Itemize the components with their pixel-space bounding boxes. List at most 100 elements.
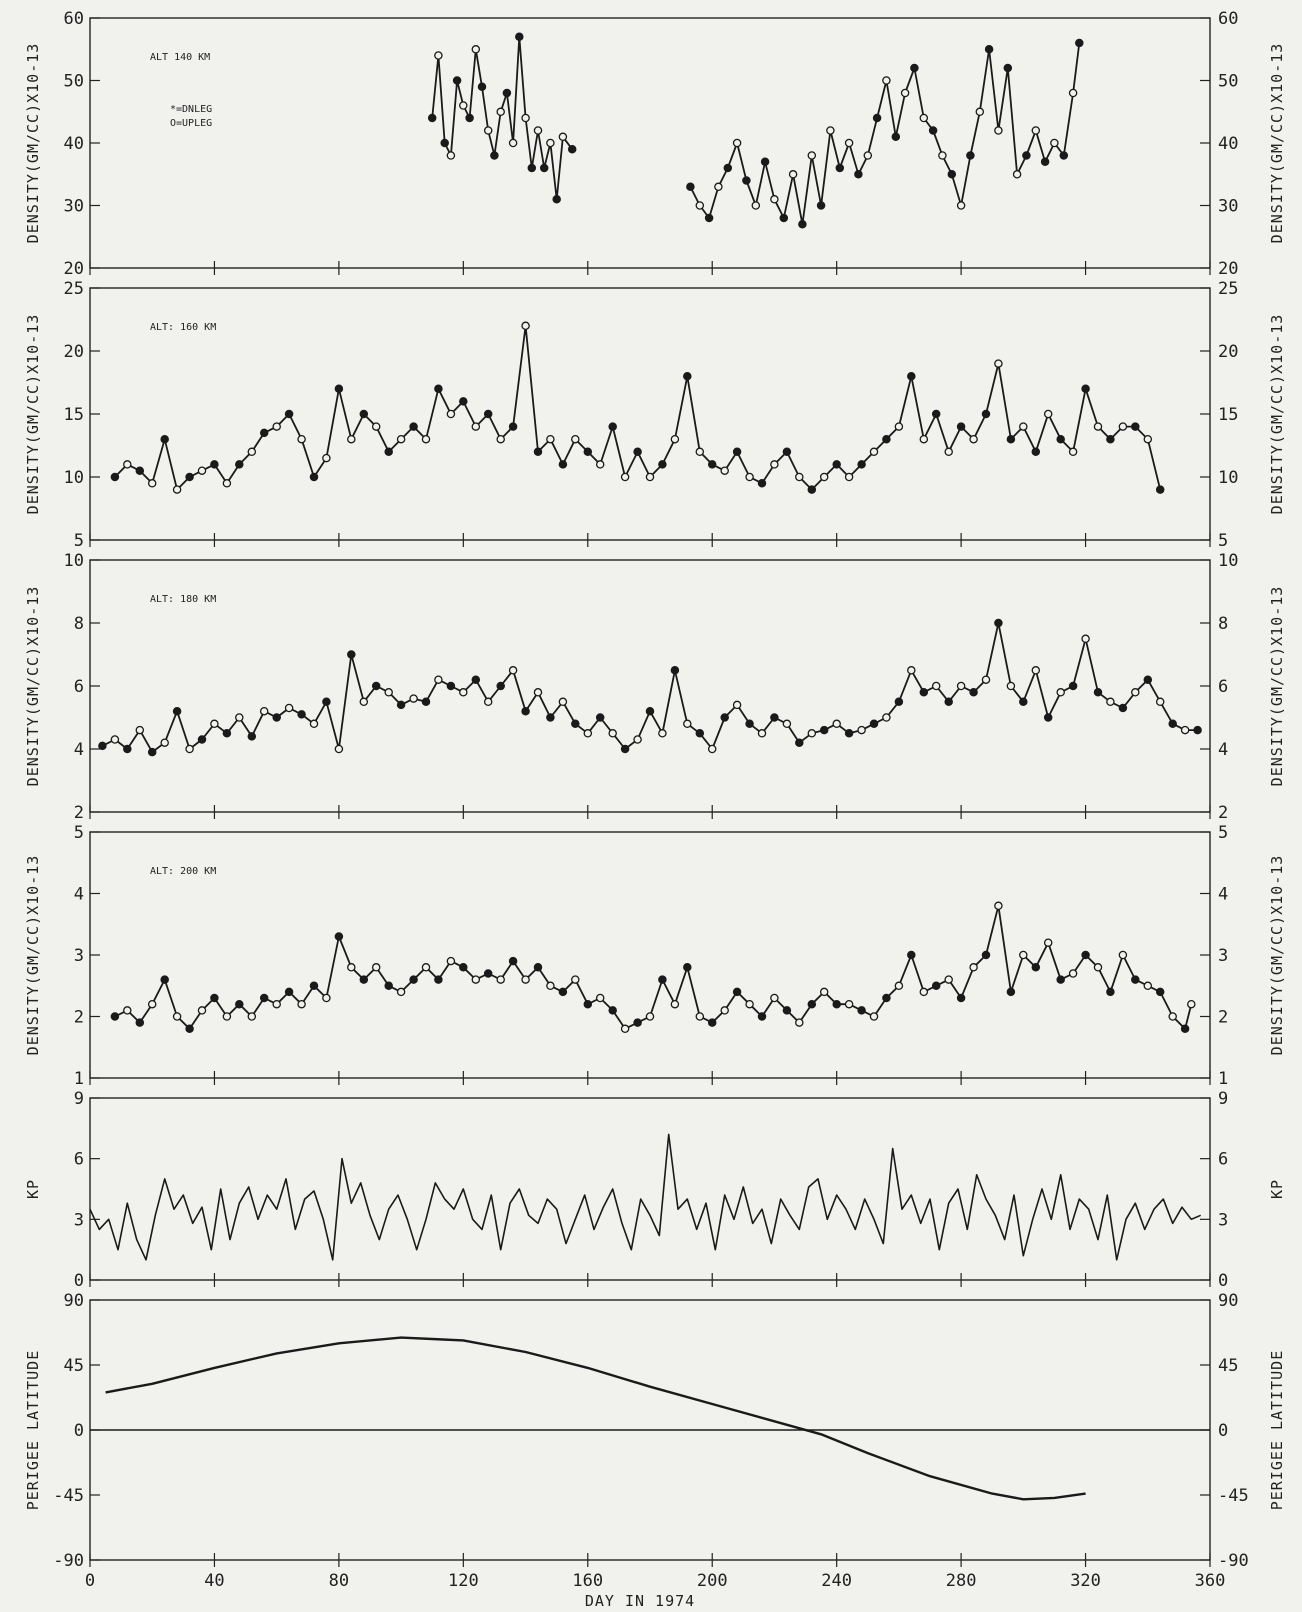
data-point-dnleg <box>284 987 294 997</box>
data-point-upleg <box>396 987 406 997</box>
panel-alt180: 2 2 4 4 6 6 8 8 10 10 DENSITY(GM/CC)X10-13 DENSITY(… <box>24 551 1286 823</box>
y-tick-label-right: 20 <box>1218 259 1238 279</box>
data-point-upleg <box>496 975 505 984</box>
data-point-dnleg <box>359 975 369 984</box>
data-point-dnleg <box>222 729 232 738</box>
data-point-dnleg <box>1019 697 1028 707</box>
data-point-upleg <box>844 138 854 148</box>
data-point-upleg <box>857 725 866 735</box>
data-point-dnleg <box>1006 434 1016 444</box>
data-point-upleg <box>185 744 194 754</box>
data-point-dnleg <box>502 88 512 98</box>
data-point-upleg <box>919 434 929 444</box>
y-axis-label-right: KP <box>1268 1179 1286 1199</box>
data-point-upleg <box>882 76 891 85</box>
data-point-dnleg <box>123 744 132 754</box>
data-point-dnleg <box>110 472 120 482</box>
x-tick-label: 120 <box>448 1571 479 1591</box>
data-point-upleg <box>969 963 978 972</box>
data-point-dnleg <box>421 697 431 707</box>
y-tick-label-left: -90 <box>53 1551 84 1571</box>
data-point-upleg <box>259 706 269 716</box>
data-point-upleg <box>882 713 891 722</box>
data-point-upleg <box>894 981 904 991</box>
data-point-dnleg <box>1022 151 1031 160</box>
y-axis-label-left: DENSITY(GM/CC)X10-13 <box>24 314 42 515</box>
y-tick-label-right: 30 <box>1218 197 1238 217</box>
data-point-upleg <box>471 45 481 54</box>
y-tick-label-right: 3 <box>1218 1210 1228 1230</box>
data-point-upleg <box>110 735 120 744</box>
data-point-dnleg <box>633 447 642 457</box>
data-point-upleg <box>844 999 854 1009</box>
data-point-upleg <box>197 466 207 475</box>
data-point-upleg <box>371 422 381 431</box>
x-tick-label: 280 <box>946 1571 977 1591</box>
data-point-upleg <box>975 107 985 117</box>
data-point-dnleg <box>1081 384 1090 394</box>
data-point-upleg <box>1081 634 1090 644</box>
y-tick-label-right: 45 <box>1218 1356 1238 1376</box>
data-point-upleg <box>994 126 1003 135</box>
data-point-dnleg <box>819 725 829 735</box>
data-point-dnleg <box>490 151 499 160</box>
y-tick-label-left: 90 <box>64 1291 84 1311</box>
y-tick-label-right: 4 <box>1218 740 1228 760</box>
data-point-upleg <box>751 201 761 210</box>
x-tick-label: 240 <box>821 1571 852 1591</box>
data-point-dnleg <box>98 741 107 751</box>
y-tick-label-right: 8 <box>1218 614 1228 634</box>
data-point-upleg <box>745 472 754 482</box>
data-point-dnleg <box>558 987 568 997</box>
data-point-upleg <box>819 472 829 482</box>
data-point-upleg <box>558 132 568 142</box>
data-point-dnleg <box>1118 703 1128 713</box>
data-point-dnleg <box>409 975 418 984</box>
y-tick-label-left: 30 <box>64 197 84 217</box>
data-point-upleg <box>421 434 431 444</box>
data-point-upleg <box>272 422 281 431</box>
data-point-dnleg <box>247 732 257 741</box>
y-tick-label-left: 3 <box>74 946 84 966</box>
data-point-dnleg <box>1168 719 1177 729</box>
data-point-dnleg <box>798 220 807 229</box>
data-point-upleg <box>1131 688 1140 697</box>
data-point-dnleg <box>704 213 714 223</box>
data-point-upleg <box>459 101 468 110</box>
data-point-upleg <box>434 675 443 684</box>
data-point-upleg <box>446 151 456 160</box>
data-point-dnleg <box>919 688 929 697</box>
data-point-dnleg <box>670 666 680 675</box>
y-axis-label-right: DENSITY(GM/CC)X10-13 <box>1268 43 1286 244</box>
data-point-dnleg <box>1068 681 1078 691</box>
data-point-dnleg <box>857 460 866 469</box>
data-point-dnleg <box>259 428 269 438</box>
data-point-dnleg <box>760 157 770 167</box>
x-tick-label: 0 <box>85 1571 95 1591</box>
data-point-upleg <box>197 1006 207 1015</box>
y-tick-label-left: 4 <box>74 740 84 760</box>
data-point-dnleg <box>558 460 568 469</box>
data-point-upleg <box>1050 138 1059 148</box>
data-point-upleg <box>608 729 617 738</box>
y-tick-label-left: 4 <box>74 885 84 905</box>
data-point-upleg <box>595 993 605 1003</box>
data-point-upleg <box>863 151 873 160</box>
y-tick-label-right: 40 <box>1218 134 1238 154</box>
data-point-upleg <box>297 434 306 444</box>
data-point-dnleg <box>984 45 994 54</box>
data-point-dnleg <box>440 138 449 148</box>
y-tick-label-left: 40 <box>64 134 84 154</box>
data-point-upleg <box>795 1018 804 1027</box>
data-point-upleg <box>222 479 232 488</box>
data-point-dnleg <box>857 1006 866 1015</box>
y-tick-label-left: 5 <box>74 531 84 551</box>
altitude-annotation: ALT 140 KM <box>150 52 210 63</box>
data-point-upleg <box>521 321 530 331</box>
data-point-dnleg <box>567 145 577 154</box>
data-point-dnleg <box>1040 157 1050 167</box>
data-point-dnleg <box>334 932 344 941</box>
data-point-dnleg <box>645 706 655 716</box>
data-point-upleg <box>1118 950 1128 960</box>
data-point-dnleg <box>720 713 729 722</box>
